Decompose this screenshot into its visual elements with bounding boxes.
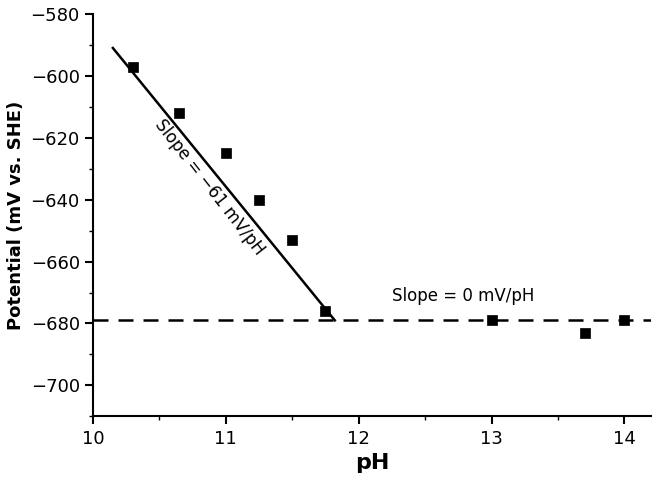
Y-axis label: Potential (mV vs. SHE): Potential (mV vs. SHE) — [7, 100, 25, 330]
Text: Slope = 0 mV/pH: Slope = 0 mV/pH — [392, 287, 534, 305]
Point — [174, 109, 185, 117]
Point — [128, 63, 138, 71]
Point — [619, 316, 630, 324]
Point — [320, 307, 331, 315]
Text: Slope = −61 mV/pH: Slope = −61 mV/pH — [151, 116, 268, 259]
Point — [254, 196, 265, 204]
Point — [579, 329, 590, 336]
X-axis label: pH: pH — [355, 453, 389, 473]
Point — [486, 316, 497, 324]
Point — [220, 149, 231, 157]
Point — [287, 236, 297, 244]
